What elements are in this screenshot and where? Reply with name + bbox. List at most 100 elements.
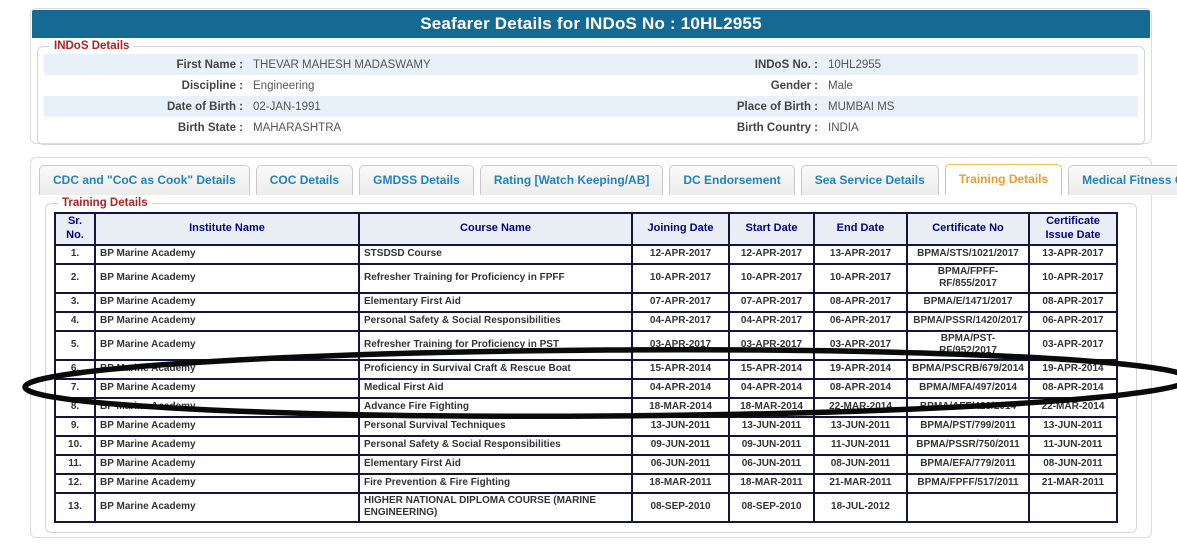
training-table-header-row: Sr. No. Institute Name Course Name Joining … xyxy=(54,212,1118,246)
field-value-10hl2955: 10HL2955 xyxy=(828,58,882,71)
cell-course-name: STSDSD Course xyxy=(358,243,633,265)
cell-course-name: Fire Prevention & Fire Fighting xyxy=(358,472,633,494)
cell-course-name: Advance Fire Fighting xyxy=(358,396,633,418)
cell-certificate-issue-date: 21-MAR-2011 xyxy=(1028,472,1118,494)
cell-certificate-issue-date: 08-JUN-2011 xyxy=(1028,453,1118,475)
column-header-start-date: Start Date xyxy=(728,212,815,246)
column-header-institute-name: Institute Name xyxy=(94,212,360,246)
column-header-certificate-no: Certificate No xyxy=(906,212,1030,246)
field-label-gender: Gender : xyxy=(770,79,818,92)
cell-institute-name: BP Marine Academy xyxy=(94,262,360,294)
indos-details-rows: First Name : THEVAR MAHESH MADASWAMY INDoS… xyxy=(44,54,1138,138)
indos-detail-row: First Name : THEVAR MAHESH MADASWAMY INDoS… xyxy=(44,54,1138,75)
cell-course-name: Medical First Aid xyxy=(358,377,633,399)
training-row-9: 9. BP Marine Academy Personal Survival Tec… xyxy=(54,415,1118,437)
cell-course-name: Refresher Training for Proficiency in PS… xyxy=(358,329,633,361)
tab-training-details[interactable]: Training Details xyxy=(944,164,1063,195)
cell-institute-name: BP Marine Academy xyxy=(94,329,360,361)
cell-start-date: 18-MAR-2014 xyxy=(728,396,815,418)
field-label-birth-country: Birth Country : xyxy=(736,121,818,134)
column-header-end-date: End Date xyxy=(813,212,908,246)
cell-end-date: 18-JUL-2012 xyxy=(813,491,908,523)
column-header-course-name: Course Name xyxy=(358,212,633,246)
column-header-sr-no: Sr. No. xyxy=(54,212,96,246)
cell-sr-no: 6. xyxy=(54,358,96,380)
cell-joining-date: 07-APR-2017 xyxy=(631,291,730,313)
indos-details-legend: INDoS Details xyxy=(54,40,130,52)
cell-certificate-no: BPMA/E/1471/2017 xyxy=(906,291,1030,313)
cell-start-date: 07-APR-2017 xyxy=(728,291,815,313)
cell-end-date: 06-APR-2017 xyxy=(813,310,908,332)
field-value-engineering: Engineering xyxy=(253,79,315,92)
cell-sr-no: 10. xyxy=(54,434,96,456)
cell-joining-date: 06-JUN-2011 xyxy=(631,453,730,475)
cell-certificate-no xyxy=(906,491,1030,523)
cell-joining-date: 18-MAR-2014 xyxy=(631,396,730,418)
cell-end-date: 13-APR-2017 xyxy=(813,243,908,265)
cell-certificate-issue-date: 11-JUN-2011 xyxy=(1028,434,1118,456)
cell-certificate-issue-date: 13-JUN-2011 xyxy=(1028,415,1118,437)
cell-certificate-no: BPMA/MFA/497/2014 xyxy=(906,377,1030,399)
field-label-discipline: Discipline : xyxy=(181,79,243,92)
cell-certificate-issue-date: 10-APR-2017 xyxy=(1028,262,1118,294)
cell-institute-name: BP Marine Academy xyxy=(94,358,360,380)
cell-institute-name: BP Marine Academy xyxy=(94,491,360,523)
training-row-7: 7. BP Marine Academy Medical First Aid 04-A… xyxy=(54,377,1118,399)
cell-start-date: 06-JUN-2011 xyxy=(728,453,815,475)
cell-course-name: Personal Survival Techniques xyxy=(358,415,633,437)
cell-end-date: 10-APR-2017 xyxy=(813,262,908,294)
cell-joining-date: 18-MAR-2011 xyxy=(631,472,730,494)
tab-dc-endorsement[interactable]: DC Endorsement xyxy=(669,165,795,195)
cell-certificate-no: BPMA/PST-RF/952/2017 xyxy=(906,329,1030,361)
training-row-10: 10. BP Marine Academy Personal Safety & So… xyxy=(54,434,1118,456)
cell-sr-no: 13. xyxy=(54,491,96,523)
training-row-1: 1. BP Marine Academy STSDSD Course 12-APR-2… xyxy=(54,243,1118,265)
cell-joining-date: 09-JUN-2011 xyxy=(631,434,730,456)
cell-end-date: 08-JUN-2011 xyxy=(813,453,908,475)
cell-sr-no: 9. xyxy=(54,415,96,437)
cell-sr-no: 5. xyxy=(54,329,96,361)
cell-sr-no: 3. xyxy=(54,291,96,313)
cell-certificate-issue-date: 06-APR-2017 xyxy=(1028,310,1118,332)
cell-certificate-no: BPMA/PST/799/2011 xyxy=(906,415,1030,437)
cell-end-date: 13-JUN-2011 xyxy=(813,415,908,437)
cell-institute-name: BP Marine Academy xyxy=(94,453,360,475)
cell-institute-name: BP Marine Academy xyxy=(94,472,360,494)
cell-course-name: Personal Safety & Social Responsibilitie… xyxy=(358,310,633,332)
cell-certificate-no: BPMA/PSSR/750/2011 xyxy=(906,434,1030,456)
cell-institute-name: BP Marine Academy xyxy=(94,310,360,332)
field-value-maharashtra: MAHARASHTRA xyxy=(253,121,342,134)
cell-certificate-no: BPMA/EFA/779/2011 xyxy=(906,453,1030,475)
cell-end-date: 08-APR-2017 xyxy=(813,291,908,313)
cell-course-name: Proficiency in Survival Craft & Rescue B… xyxy=(358,358,633,380)
field-value-thevar-mahesh-madaswamy: THEVAR MAHESH MADASWAMY xyxy=(253,58,431,71)
cell-institute-name: BP Marine Academy xyxy=(94,291,360,313)
tab-sea-service-details[interactable]: Sea Service Details xyxy=(800,165,939,195)
training-row-6: 6. BP Marine Academy Proficiency in Surviv… xyxy=(54,358,1118,380)
tab-cdc-and-coc-as-cook-details[interactable]: CDC and "CoC as Cook" Details xyxy=(39,165,250,195)
training-row-2: 2. BP Marine Academy Refresher Training fo… xyxy=(54,262,1118,294)
cell-start-date: 04-APR-2017 xyxy=(728,310,815,332)
cell-sr-no: 2. xyxy=(54,262,96,294)
cell-end-date: 21-MAR-2011 xyxy=(813,472,908,494)
tab-bar: CDC and "CoC as Cook" Details COC Details… xyxy=(31,158,1177,195)
training-row-13: 13. BP Marine Academy HIGHER NATIONAL DIPL… xyxy=(54,491,1118,523)
cell-start-date: 04-APR-2014 xyxy=(728,377,815,399)
column-header-certificate-issue-date: Certificate Issue Date xyxy=(1028,212,1118,246)
tab-gmdss-details[interactable]: GMDSS Details xyxy=(359,165,474,195)
indos-detail-row: Date of Birth : 02-JAN-1991 Place of Birth… xyxy=(44,96,1138,117)
cell-certificate-issue-date: 13-APR-2017 xyxy=(1028,243,1118,265)
seafarer-details-panel: Seafarer Details for INDoS No : 10HL2955… xyxy=(30,8,1152,145)
training-details-fieldset: Training Details Sr. No. Institute Name Co… xyxy=(45,197,1137,533)
cell-certificate-issue-date: 03-APR-2017 xyxy=(1028,329,1118,361)
cell-institute-name: BP Marine Academy xyxy=(94,434,360,456)
cell-joining-date: 12-APR-2017 xyxy=(631,243,730,265)
cell-end-date: 03-APR-2017 xyxy=(813,329,908,361)
tab-rating-watch-keeping-ab[interactable]: Rating [Watch Keeping/AB] xyxy=(479,165,664,195)
cell-joining-date: 10-APR-2017 xyxy=(631,262,730,294)
tab-medical-fitness-certificate[interactable]: Medical Fitness Certificate xyxy=(1068,165,1177,195)
training-row-11: 11. BP Marine Academy Elementary First Aid… xyxy=(54,453,1118,475)
tab-coc-details[interactable]: COC Details xyxy=(255,165,354,195)
field-label-first-name: First Name : xyxy=(176,58,243,71)
